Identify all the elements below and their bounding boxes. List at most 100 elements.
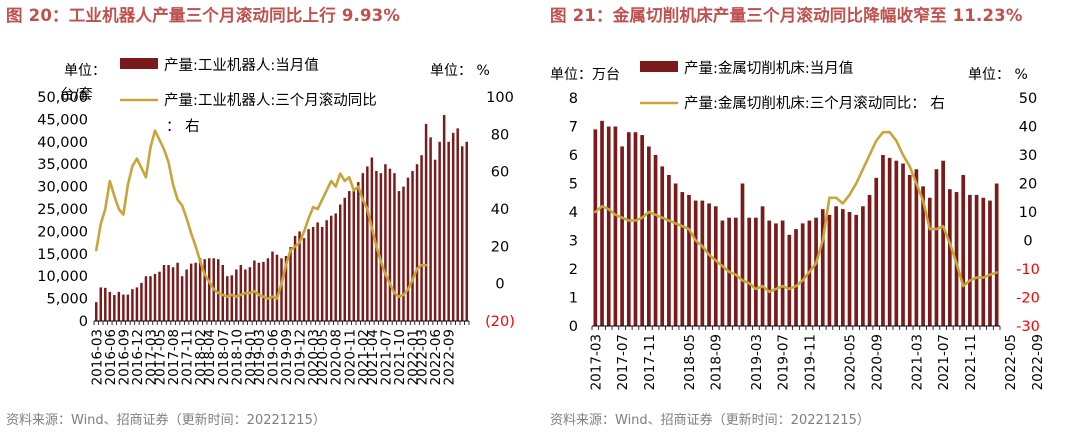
bar (293, 235, 297, 321)
series-line (94, 129, 428, 300)
bar (429, 137, 432, 321)
x-tick-label: 2017-05 (153, 329, 169, 385)
bar (914, 169, 919, 326)
bar (275, 254, 279, 321)
x-tick-label: 2019-09 (279, 329, 295, 385)
y-tick-label-left: 35,000 (37, 157, 88, 173)
bar (780, 220, 785, 326)
x-tick-label: 2019-06 (266, 329, 282, 385)
bar (867, 194, 872, 326)
y-tick-label-left: 6 (569, 148, 578, 164)
bar (941, 160, 945, 326)
bar (907, 174, 912, 326)
left-unit-label: 单位：万台 (550, 67, 620, 83)
bar (289, 247, 292, 321)
x-tick-label: 2019-01 (243, 329, 259, 385)
bar (307, 229, 310, 321)
bar (104, 287, 107, 321)
bar (456, 128, 459, 321)
bar (948, 189, 952, 326)
y-tick-label-left: 50,000 (37, 90, 88, 106)
x-tick-label: 2020-11 (342, 329, 358, 385)
bar (593, 129, 598, 326)
right-unit-label: 单位： % (430, 63, 490, 79)
bar (348, 191, 351, 321)
x-tick-label: 2021-07 (936, 334, 952, 390)
bar (700, 200, 705, 326)
bar (438, 141, 441, 321)
bar (158, 271, 161, 321)
bar (847, 212, 852, 326)
bar (613, 126, 618, 326)
y-tick-label-left: 0 (79, 314, 88, 330)
y-tick-label-left: 25,000 (37, 202, 88, 218)
bar (280, 258, 283, 321)
figure-title: 图 21：金属切削机床产量三个月滚动同比降幅收窄至 11.23% (550, 6, 1023, 25)
bar (334, 213, 337, 321)
bar (357, 182, 360, 321)
bar (239, 265, 243, 321)
x-tick-label: 2017-11 (642, 334, 658, 390)
x-tick-label: 2021-10 (392, 329, 408, 385)
bar (840, 209, 845, 326)
bar (465, 141, 468, 321)
bar (361, 173, 365, 321)
bar (117, 291, 121, 321)
bar (968, 194, 972, 326)
bar (338, 204, 342, 321)
bar (352, 188, 356, 321)
x-tick-label: 2018-02 (193, 329, 209, 385)
bar (149, 276, 152, 321)
x-tick-label: 2017-11 (180, 329, 196, 385)
bar (600, 120, 604, 326)
legend-bar-label: 产量:工业机器人:当月值 (164, 57, 319, 74)
bar (388, 168, 392, 321)
bar (131, 289, 134, 321)
bar (433, 159, 437, 321)
y-tick-label-left: 40,000 (37, 135, 88, 151)
y-tick-label-right: 40 (491, 202, 509, 218)
bar (740, 183, 745, 326)
x-tick-label: 2016-09 (116, 329, 132, 385)
figure-title: 图 20：工业机器人产量三个月滚动同比上行 9.93% (6, 6, 401, 25)
y-tick-label-right: 80 (491, 127, 509, 143)
chart-robots: 0 5,000 10,000 15,000 20,000 25,000 30,000 35,0… (37, 57, 515, 385)
x-tick-label: 2021-04 (365, 329, 381, 385)
bar (673, 183, 678, 326)
bar (667, 174, 671, 326)
bar (162, 265, 166, 321)
bar (861, 206, 865, 326)
x-tick-label: 2018-09 (709, 334, 725, 390)
bar (720, 220, 725, 326)
y-tick-label-right: 20 (1019, 177, 1037, 193)
bar (814, 217, 818, 326)
bar (981, 197, 986, 326)
legend-line-label: ： 右 (166, 118, 200, 135)
y-tick-label-left: 20,000 (37, 224, 88, 240)
legend-line-label: 产量:工业机器人:三个月滚动同比 (164, 92, 377, 109)
bar (620, 146, 624, 326)
bar (894, 160, 899, 326)
bar (961, 174, 966, 326)
bar (787, 234, 792, 326)
bar (203, 259, 206, 321)
bar (221, 265, 224, 321)
bar (244, 269, 247, 321)
bar (774, 223, 778, 326)
x-tick-label: 2022-06 (428, 329, 444, 385)
bar (171, 267, 175, 321)
x-tick-label: 2020-05 (315, 329, 331, 385)
bar (927, 197, 932, 326)
chart-panel-machine-tools: 图 21：金属切削机床产量三个月滚动同比降幅收窄至 11.23% 0 1 2 3 4 5 6… (548, 0, 1080, 432)
bar (794, 229, 798, 326)
bar (384, 164, 387, 321)
x-tick-label: 2021-03 (909, 334, 925, 390)
x-tick-label: 2022-03 (415, 329, 431, 385)
bar (126, 294, 130, 321)
bar (680, 192, 685, 326)
bar (800, 223, 805, 326)
x-tick-label: 2017-07 (615, 334, 631, 390)
y-tick-label-right: 60 (491, 165, 509, 181)
bar (874, 177, 879, 326)
bar (257, 262, 261, 321)
